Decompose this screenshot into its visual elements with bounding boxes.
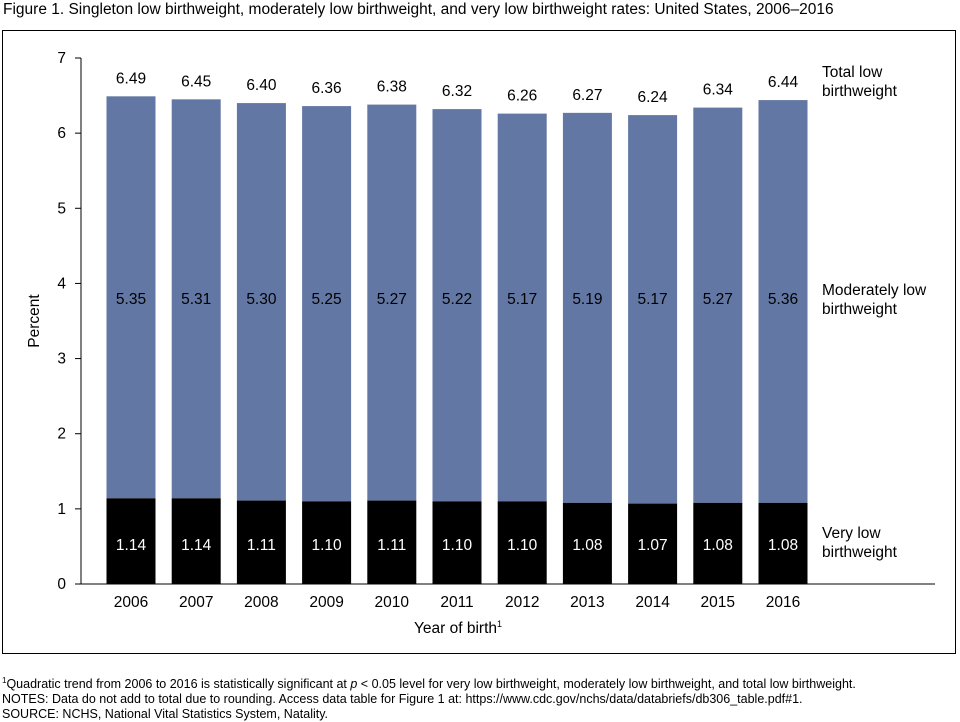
very-low-value-label-2006: 1.14 [116,537,147,554]
moderate-value-label-2011: 5.22 [442,291,472,308]
moderate-value-label-2008: 5.30 [246,291,277,308]
y-tick-label-2: 2 [57,426,66,443]
very-low-value-label-2011: 1.10 [442,537,473,554]
bar-very-low-2006 [106,498,156,584]
series-label-very-low: Very low birthweight [822,525,898,561]
bar-moderately-low-2008 [236,103,286,501]
very-low-value-label-2013: 1.08 [572,537,602,554]
bar-very-low-2007 [171,498,221,584]
bar-very-low-2012 [497,501,547,584]
bar-moderately-low-2012 [497,113,547,502]
very-low-value-label-2015: 1.08 [703,537,733,554]
bar-very-low-2008 [236,500,286,584]
footnote-text: Quadratic trend from 2006 to 2016 is sta… [6,677,351,692]
footnote-text-rest: < 0.05 level for very low birthweight, m… [357,677,856,692]
total-value-label-2016: 6.44 [768,74,799,91]
y-tick-label-6: 6 [57,125,66,142]
x-tick-label-2013: 2013 [570,594,604,611]
footnote-p: p [350,677,358,692]
y-tick-label-3: 3 [57,351,66,368]
moderate-value-label-2012: 5.17 [507,291,537,308]
total-value-label-2013: 6.27 [572,87,602,104]
bar-moderately-low-2011 [432,109,482,502]
y-tick-label-1: 1 [57,501,66,518]
moderate-value-label-2016: 5.36 [768,291,798,308]
bar-very-low-2013 [562,502,612,584]
moderate-value-label-2010: 5.27 [377,291,407,308]
bar-moderately-low-2006 [106,96,156,499]
bar-moderately-low-2016 [758,100,808,503]
bar-very-low-2016 [758,502,808,584]
total-value-label-2006: 6.49 [116,70,146,87]
footnote-marker: 1 [2,676,7,685]
y-tick-label-7: 7 [57,50,66,67]
total-value-label-2015: 6.34 [703,82,734,99]
bar-moderately-low-2010 [367,104,417,501]
moderate-value-label-2015: 5.27 [703,291,733,308]
bar-very-low-2014 [628,503,678,584]
chart-frame [2,30,956,654]
moderate-value-label-2014: 5.17 [638,291,668,308]
moderate-value-label-2007: 5.31 [181,291,211,308]
total-value-label-2009: 6.36 [312,80,342,97]
x-axis-title: Year of birth1 [414,619,502,637]
x-axis-title-superscript: 1 [497,619,502,629]
series-label-total-line-1: Total low [822,64,883,81]
very-low-value-label-2008: 1.11 [247,537,276,554]
moderate-value-label-2006: 5.35 [116,291,146,308]
moderate-value-label-2009: 5.25 [312,291,342,308]
x-tick-label-2014: 2014 [635,594,670,611]
very-low-value-label-2014: 1.07 [638,537,668,554]
x-tick-label-2011: 2011 [440,594,473,611]
series-label-moderately-low-line-2: birthweight [822,301,898,318]
bar-moderately-low-2015 [693,107,743,503]
y-tick-label-4: 4 [57,275,66,292]
total-value-label-2014: 6.24 [638,89,669,106]
footnote: 1Quadratic trend from 2006 to 2016 is st… [2,673,856,692]
y-axis-title: Percent [26,294,43,348]
x-tick-label-2010: 2010 [375,594,410,611]
y-tick-label-0: 0 [57,576,66,593]
x-tick-label-2006: 2006 [114,594,148,611]
x-tick-label-2015: 2015 [701,594,735,611]
bar-very-low-2009 [302,501,352,584]
bar-moderately-low-2014 [628,115,678,504]
total-value-label-2010: 6.38 [377,79,407,96]
bar-very-low-2015 [693,502,743,584]
very-low-value-label-2010: 1.11 [377,537,406,554]
total-value-label-2008: 6.40 [246,77,277,94]
x-tick-label-2008: 2008 [244,594,278,611]
bar-very-low-2011 [432,501,482,584]
bar-moderately-low-2007 [171,99,221,499]
very-low-value-label-2012: 1.10 [507,537,538,554]
x-tick-label-2007: 2007 [179,594,213,611]
series-label-moderately-low-line-1: Moderately low [822,282,927,299]
moderate-value-label-2013: 5.19 [572,291,602,308]
series-label-total: Total low birthweight [822,64,898,100]
figure-title: Figure 1. Singleton low birthweight, mod… [3,1,834,18]
very-low-value-label-2016: 1.08 [768,537,798,554]
figure-notes: 1Quadratic trend from 2006 to 2016 is st… [2,673,856,722]
x-axis-title-text: Year of birth [414,620,497,637]
series-label-total-line-2: birthweight [822,83,898,100]
x-tick-label-2016: 2016 [766,594,800,611]
total-value-label-2007: 6.45 [181,73,211,90]
source-text: SOURCE: NCHS, National Vital Statistics … [2,707,329,722]
total-value-label-2012: 6.26 [507,88,537,105]
notes-text: NOTES: Data do not add to total due to r… [2,692,803,707]
x-tick-label-2009: 2009 [309,594,343,611]
bar-moderately-low-2013 [562,112,612,503]
very-low-value-label-2007: 1.14 [181,537,212,554]
series-label-moderately-low: Moderately low birthweight [822,282,927,318]
very-low-value-label-2009: 1.10 [312,537,343,554]
bar-moderately-low-2009 [302,106,352,502]
series-label-very-low-line-1: Very low [822,525,881,542]
y-tick-label-5: 5 [57,200,66,217]
series-label-very-low-line-2: birthweight [822,544,898,561]
x-tick-label-2012: 2012 [505,594,539,611]
bar-very-low-2010 [367,500,417,584]
total-value-label-2011: 6.32 [442,83,472,100]
